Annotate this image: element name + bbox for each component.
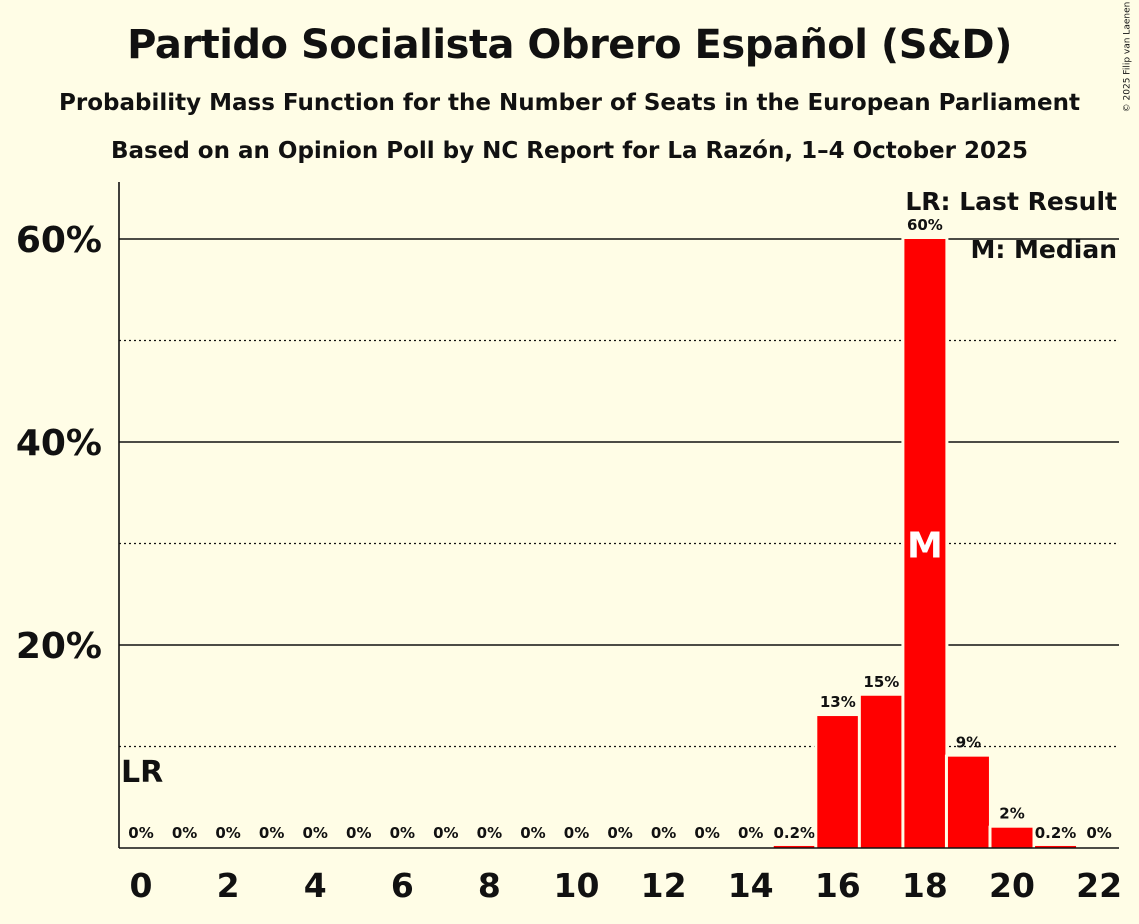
x-tick-label: 0 [130, 866, 153, 905]
bar-data-label: 13% [820, 693, 856, 711]
bar [947, 756, 989, 848]
bar-data-label: 0% [738, 824, 763, 842]
bar [817, 716, 859, 848]
bar-data-label: 0% [128, 824, 153, 842]
bar-data-label: 0% [477, 824, 502, 842]
bar-data-label: 0% [172, 824, 197, 842]
bar-data-label: 0.2% [773, 824, 815, 842]
bar-data-label: 0% [215, 824, 240, 842]
x-tick-label: 18 [902, 866, 948, 905]
x-tick-label: 22 [1076, 866, 1122, 905]
x-tick-label: 2 [217, 866, 240, 905]
bar-data-label: 0% [346, 824, 371, 842]
bar [991, 827, 1033, 848]
legend-median: M: Median [970, 235, 1117, 264]
x-tick-label: 4 [304, 866, 327, 905]
x-tick-label: 20 [989, 866, 1035, 905]
y-tick-label: 40% [16, 423, 102, 464]
y-tick-label: 60% [16, 220, 102, 261]
x-tick-label: 10 [554, 866, 600, 905]
bar-data-label: 15% [863, 673, 899, 691]
bar-data-label: 0% [651, 824, 676, 842]
bar [904, 239, 946, 848]
bar-data-label: 0% [694, 824, 719, 842]
last-result-marker: LR [121, 755, 163, 790]
bar-data-label: 0% [302, 824, 327, 842]
x-tick-label: 6 [391, 866, 414, 905]
bar-data-label: 2% [999, 805, 1024, 823]
chart-title: Partido Socialista Obrero Español (S&D) [127, 22, 1012, 68]
bar-data-label: 0.2% [1035, 824, 1077, 842]
bar-data-label: 0% [259, 824, 284, 842]
bar-data-label: 0% [564, 824, 589, 842]
bar-data-label: 0% [1086, 824, 1111, 842]
bar [860, 695, 902, 848]
median-marker: M [907, 526, 943, 567]
bar-data-label: 60% [907, 216, 943, 234]
bar-data-label: 0% [607, 824, 632, 842]
y-tick-label: 20% [16, 626, 102, 667]
x-tick-label: 14 [728, 866, 774, 905]
legend-last-result: LR: Last Result [905, 187, 1117, 216]
bar-data-label: 0% [390, 824, 415, 842]
chart-source-subtitle: Based on an Opinion Poll by NC Report fo… [111, 138, 1028, 164]
bar-data-label: 0% [520, 824, 545, 842]
x-tick-label: 8 [478, 866, 501, 905]
bar-data-label: 9% [956, 734, 981, 752]
bar-data-label: 0% [433, 824, 458, 842]
bar [773, 845, 815, 848]
bar [1035, 845, 1077, 848]
chart-subtitle: Probability Mass Function for the Number… [59, 90, 1080, 116]
x-tick-label: 12 [641, 866, 687, 905]
x-tick-label: 16 [815, 866, 861, 905]
